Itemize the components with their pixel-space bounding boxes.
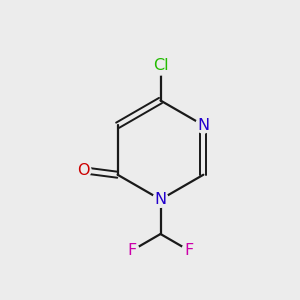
Text: O: O <box>77 163 89 178</box>
Circle shape <box>196 117 211 133</box>
Circle shape <box>75 162 91 178</box>
Circle shape <box>153 192 168 207</box>
Circle shape <box>125 243 139 258</box>
Text: Cl: Cl <box>153 58 168 74</box>
Circle shape <box>182 243 196 258</box>
Text: N: N <box>197 118 209 133</box>
Text: F: F <box>128 243 136 258</box>
Text: F: F <box>184 243 194 258</box>
Circle shape <box>152 57 169 75</box>
Text: N: N <box>154 192 166 207</box>
